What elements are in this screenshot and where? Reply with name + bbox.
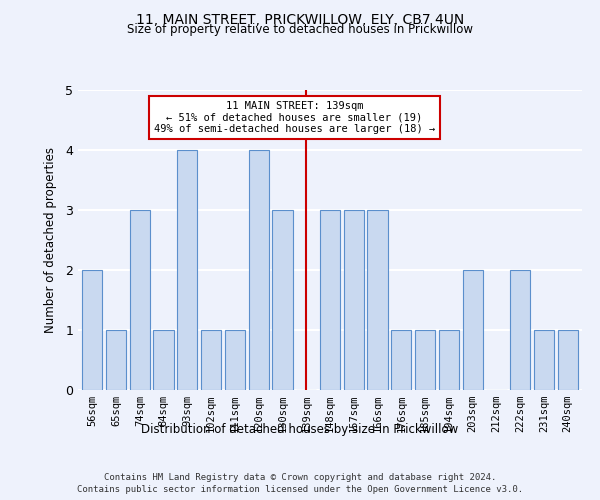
Bar — [534, 330, 554, 390]
Bar — [225, 330, 245, 390]
Bar — [82, 270, 103, 390]
Bar — [510, 270, 530, 390]
Bar — [367, 210, 388, 390]
Bar — [320, 210, 340, 390]
Bar — [344, 210, 364, 390]
Bar — [130, 210, 150, 390]
Bar — [272, 210, 293, 390]
Bar — [106, 330, 126, 390]
Text: 11, MAIN STREET, PRICKWILLOW, ELY, CB7 4UN: 11, MAIN STREET, PRICKWILLOW, ELY, CB7 4… — [136, 12, 464, 26]
Bar — [439, 330, 459, 390]
Text: Contains HM Land Registry data © Crown copyright and database right 2024.: Contains HM Land Registry data © Crown c… — [104, 472, 496, 482]
Bar — [463, 270, 483, 390]
Bar — [248, 150, 269, 390]
Bar — [391, 330, 412, 390]
Text: Size of property relative to detached houses in Prickwillow: Size of property relative to detached ho… — [127, 22, 473, 36]
Text: Contains public sector information licensed under the Open Government Licence v3: Contains public sector information licen… — [77, 485, 523, 494]
Bar — [415, 330, 435, 390]
Text: 11 MAIN STREET: 139sqm
← 51% of detached houses are smaller (19)
49% of semi-det: 11 MAIN STREET: 139sqm ← 51% of detached… — [154, 101, 435, 134]
Bar — [177, 150, 197, 390]
Text: Distribution of detached houses by size in Prickwillow: Distribution of detached houses by size … — [142, 422, 458, 436]
Bar — [154, 330, 173, 390]
Bar — [557, 330, 578, 390]
Y-axis label: Number of detached properties: Number of detached properties — [44, 147, 57, 333]
Bar — [201, 330, 221, 390]
